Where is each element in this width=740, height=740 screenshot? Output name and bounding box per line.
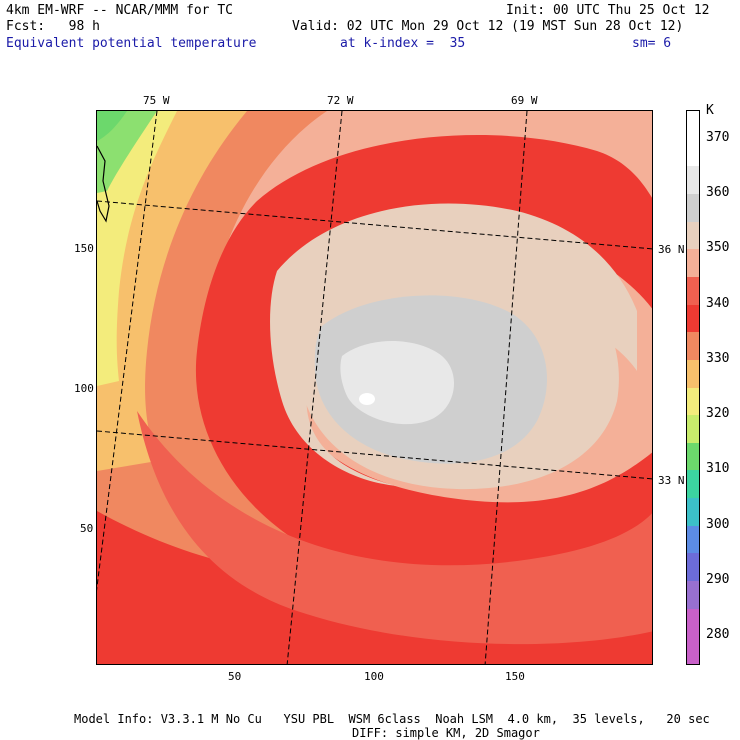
footer-diff: DIFF: simple KM, 2D Smagor [352,726,540,740]
x-tick-100: 100 [364,670,384,683]
colorbar-swatch [687,332,699,361]
header-model: 4km EM-WRF -- NCAR/MMM for TC [6,3,233,18]
colorbar-label: 350 [706,240,730,256]
colorbar-swatch [687,498,699,527]
field-level: at k-index = 35 [340,36,466,51]
field-name: Equivalent potential temperature [6,36,257,51]
colorbar-swatch [687,442,699,471]
colorbar-label: 290 [706,572,730,588]
y-tick-150: 150 [74,242,94,255]
y-tick-100: 100 [74,382,94,395]
colorbar-swatch [687,415,699,444]
colorbar-label: 300 [706,516,730,532]
field-smoothing: sm= 6 [632,36,672,51]
colorbar-swatch [687,304,699,333]
lat-label-36n: 36 N [658,243,685,256]
colorbar-label: 360 [706,184,730,200]
header-fcst: Fcst: 98 h [6,19,100,34]
colorbar-label: 320 [706,406,730,422]
header-init: Init: 00 UTC Thu 25 Oct 12 [506,3,710,18]
colorbar-swatch [687,249,699,278]
colorbar-swatch [687,111,699,140]
header-valid: Valid: 02 UTC Mon 29 Oct 12 (19 MST Sun … [292,19,684,34]
colorbar-swatch [687,553,699,582]
colorbar-label: 280 [706,627,730,643]
colorbar-label: 340 [706,295,730,311]
colorbar-swatch [687,608,699,637]
lon-label-75w: 75 W [143,94,170,107]
colorbar-swatch [687,581,699,610]
x-tick-150: 150 [505,670,525,683]
colorbar-unit: K [706,103,714,118]
footer-model-info: Model Info: V3.3.1 M No Cu YSU PBL WSM 6… [74,712,710,726]
y-tick-50: 50 [80,522,94,535]
x-tick-50: 50 [228,670,242,683]
colorbar-swatch [687,166,699,195]
colorbar-label: 370 [706,129,730,145]
colorbar-swatch [687,470,699,499]
colorbar-label: 310 [706,461,730,477]
colorbar-swatch [687,221,699,250]
theta-e-field [97,111,652,664]
theta-e-map [96,110,653,665]
colorbar [686,110,700,665]
colorbar-swatch [687,276,699,306]
lat-label-33n: 33 N [658,474,685,487]
colorbar-swatch [687,525,699,554]
colorbar-label: 330 [706,350,730,366]
colorbar-swatch [687,138,699,167]
lon-label-72w: 72 W [327,94,354,107]
colorbar-swatch [687,359,699,388]
colorbar-swatch [687,193,699,223]
colorbar-swatch [687,387,699,416]
lon-label-69w: 69 W [511,94,538,107]
colorbar-swatch [687,636,699,665]
